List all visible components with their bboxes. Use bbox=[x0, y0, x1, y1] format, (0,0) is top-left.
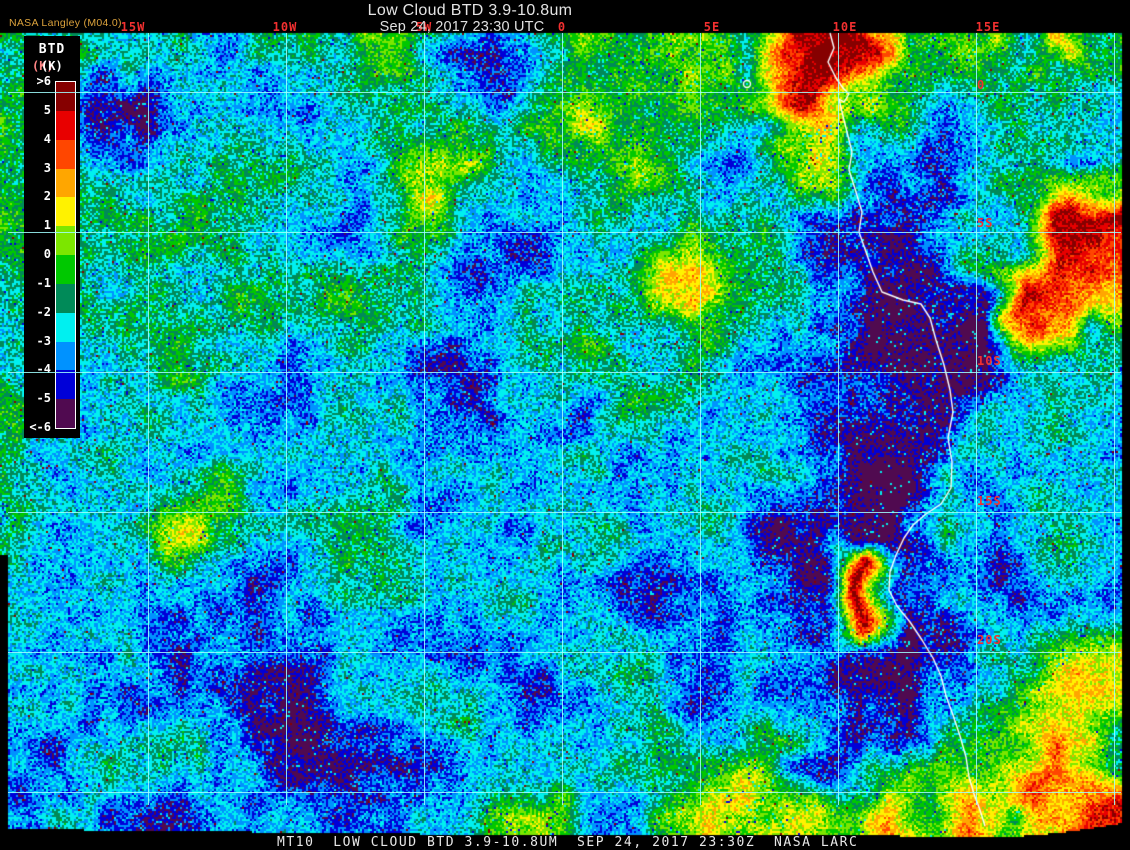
graticule-meridian bbox=[562, 33, 563, 805]
lon-label-10e: 10E bbox=[832, 20, 858, 34]
lat-label-15s: 15S bbox=[977, 494, 1002, 508]
legend-swatch bbox=[56, 82, 75, 112]
legend-swatch bbox=[56, 399, 75, 429]
legend-tick: -3 bbox=[36, 333, 51, 348]
lat-label-20s: 20S bbox=[977, 633, 1002, 647]
graticule-parallel bbox=[8, 652, 1121, 653]
legend-color-bar bbox=[55, 81, 76, 429]
legend-tick: 5 bbox=[43, 102, 51, 117]
nasa-langley-credit: NASA Langley (M04.0) bbox=[9, 17, 122, 29]
legend-swatch bbox=[56, 110, 75, 141]
product-title: Low Cloud BTD 3.9-10.8um bbox=[367, 2, 573, 19]
legend-tick: 3 bbox=[43, 160, 51, 175]
graticule-parallel bbox=[8, 512, 1121, 513]
legend-units: (K) bbox=[41, 59, 63, 73]
lat-label-0: 0 bbox=[977, 78, 986, 92]
legend-swatch bbox=[56, 139, 75, 169]
graticule-parallel bbox=[8, 792, 1121, 793]
graticule-meridian bbox=[838, 33, 839, 805]
legend-tick: >6 bbox=[36, 74, 51, 88]
color-scale-legend: BTD (K) (K) >6 5 4 3 2 1 0 -1 -2 -3 -4 -5 <-6 bbox=[24, 36, 80, 438]
graticule-meridian bbox=[1114, 33, 1115, 805]
footer-caption: MT10 LOW CLOUD BTD 3.9-10.8UM SEP 24, 20… bbox=[277, 835, 859, 850]
graticule-parallel bbox=[8, 372, 1121, 373]
legend-tick: 0 bbox=[43, 247, 51, 261]
lat-label-5s: 5S bbox=[977, 216, 994, 230]
legend-tick: -1 bbox=[36, 275, 51, 290]
lon-label-5w: 5W bbox=[415, 20, 433, 34]
graticule-parallel bbox=[8, 92, 1121, 93]
lon-label-0: 0 bbox=[557, 20, 567, 34]
lon-label-5e: 5E bbox=[703, 20, 721, 34]
legend-swatch bbox=[56, 370, 75, 400]
lat-label-10s: 10S bbox=[977, 354, 1002, 368]
legend-tick: -4 bbox=[36, 362, 51, 377]
legend-swatch bbox=[56, 312, 75, 342]
legend-tick: -2 bbox=[36, 304, 51, 319]
lon-label-15e: 15E bbox=[975, 20, 1001, 34]
lon-label-10w: 10W bbox=[272, 20, 298, 34]
legend-swatch bbox=[56, 168, 75, 198]
legend-tick: 4 bbox=[43, 131, 51, 146]
graticule-meridian bbox=[700, 33, 701, 805]
graticule-meridian bbox=[148, 33, 149, 805]
legend-title: BTD bbox=[38, 42, 66, 57]
legend-swatch bbox=[56, 255, 75, 285]
graticule-meridian bbox=[976, 33, 977, 805]
graticule-parallel bbox=[8, 232, 1121, 233]
legend-tick: 2 bbox=[43, 189, 51, 204]
legend-tick: 1 bbox=[43, 218, 51, 233]
legend-tick: -5 bbox=[36, 391, 51, 406]
graticule-meridian bbox=[424, 33, 425, 805]
product-timestamp: Sep 24, 2017 23:30 UTC bbox=[379, 19, 545, 35]
legend-swatch bbox=[56, 197, 75, 227]
legend-swatch bbox=[56, 283, 75, 314]
legend-units-shadow: (K) bbox=[32, 59, 54, 73]
legend-swatch bbox=[56, 341, 75, 371]
legend-tick: <-6 bbox=[29, 420, 51, 434]
graticule-meridian bbox=[286, 33, 287, 805]
lon-label-15w: 15W bbox=[120, 20, 146, 34]
legend-swatch bbox=[56, 226, 75, 256]
